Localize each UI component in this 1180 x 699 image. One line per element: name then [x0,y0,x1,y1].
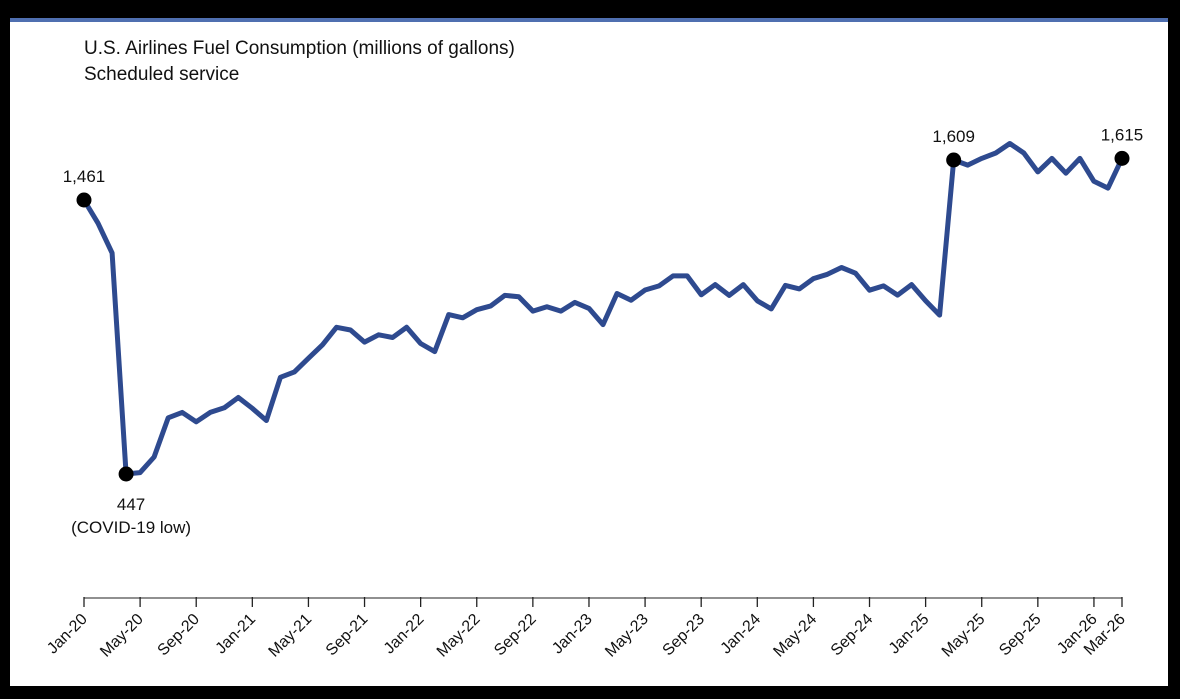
x-tick-label: Jan-20 [44,611,91,658]
chart-subtitle: Scheduled service [84,64,240,85]
x-tick-label: May-22 [434,611,484,661]
chart-panel: U.S. Airlines Fuel Consumption (millions… [10,18,1168,686]
data-label: 1,615 [1101,125,1144,144]
x-tick-label: May-24 [770,611,820,661]
x-tick-label: May-20 [97,611,147,661]
data-label: 1,461 [63,167,106,186]
x-tick-label: Sep-21 [323,611,372,660]
x-tick-label: Jan-21 [213,611,260,658]
highlight-point [76,192,92,208]
data-label: 447 [117,495,145,514]
annotation-note: (COVID-19 low) [71,518,191,537]
line-chart: Jan-20 May-20 Sep-20 Jan-21 May-21 Sep-21 Jan-… [44,125,1144,661]
x-tick-label: Sep-20 [155,611,204,660]
x-tick-label: Sep-22 [491,611,540,660]
x-tick-label: Jan-23 [549,611,596,658]
chart-title: U.S. Airlines Fuel Consumption (millions… [84,38,515,59]
x-tick-label: May-25 [939,611,989,661]
series-line [81,141,1125,477]
highlight-point [946,152,962,168]
x-tick-label: Sep-25 [996,611,1045,660]
x-tick-label: May-23 [602,611,652,661]
x-tick-label: Sep-24 [828,611,877,660]
x-tick-label: May-21 [266,611,316,661]
x-tick-label: Jan-22 [381,611,428,658]
data-label: 1,609 [932,127,975,146]
x-tick-label: Jan-24 [718,611,765,658]
highlight-point [1114,150,1130,166]
highlight-point [118,466,134,482]
x-tick-label: Sep-23 [660,611,709,660]
x-tick-label: Jan-25 [886,611,933,658]
